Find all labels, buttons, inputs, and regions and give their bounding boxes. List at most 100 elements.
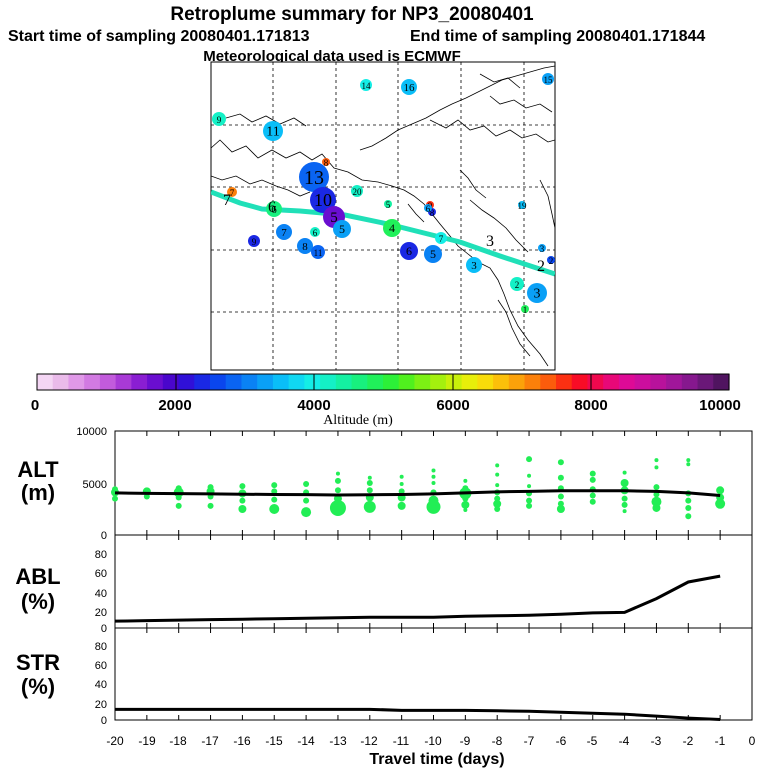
met-data-label: Meteorological data used is ECMWF (203, 48, 461, 65)
colorbar-tick-label: 10000 (699, 397, 741, 414)
alt-particle (463, 478, 468, 483)
alt-particle (715, 498, 726, 509)
alt-particle (622, 470, 627, 475)
map-point: 7 (276, 224, 292, 240)
map-point: 6 (310, 227, 320, 238)
map-point-label: 3 (534, 287, 541, 302)
map-point-marker (424, 245, 442, 263)
colorbar-cell (99, 374, 117, 390)
track-labels: 7 632 (223, 192, 545, 275)
alt-particle (621, 495, 628, 502)
alt-particle (301, 507, 312, 518)
map-point-label: 6 (406, 244, 412, 258)
x-tick-label: -11 (393, 734, 410, 748)
x-tick-label: -10 (424, 734, 442, 748)
alt-particle (399, 482, 404, 487)
alt-particle (654, 458, 659, 463)
map-point: 8 (297, 238, 313, 254)
x-tick-label: -1 (715, 734, 726, 748)
map-point-label: 7 (439, 234, 444, 244)
alt-particle (303, 481, 310, 488)
alt-particle (685, 513, 692, 520)
map-point-marker (263, 121, 283, 141)
colorbar-tick-label: 4000 (297, 397, 330, 414)
map-point-marker (510, 277, 524, 291)
alt-particle (271, 482, 278, 489)
map-point-marker (297, 238, 313, 254)
alt-particle (621, 501, 628, 508)
alt-particle (329, 499, 346, 516)
colorbar-cell (320, 374, 337, 390)
map-point-label: 8 (324, 158, 329, 168)
map-point-label: 5 (386, 200, 391, 210)
alt-particle (431, 468, 436, 473)
alt-particle (366, 487, 373, 494)
x-tick-label: -15 (265, 734, 283, 748)
map-point: 7 (435, 232, 447, 244)
map-point: 3 (527, 283, 547, 303)
alt-particle (686, 458, 691, 463)
abl-ytick-label: 60 (95, 568, 107, 580)
abl-ytick-label: 20 (95, 607, 107, 619)
track-label: 3 (486, 233, 494, 250)
colorbar-cell (508, 374, 526, 390)
colorbar-cell (540, 374, 557, 390)
alt-particle (685, 504, 692, 511)
map-point: 11 (263, 121, 283, 141)
colorbar-tick-label: 0 (31, 397, 39, 414)
alt-particle (526, 502, 533, 509)
alt-particle (238, 505, 247, 513)
alt-panel-label: ALT (17, 457, 59, 482)
x-tick-label: -3 (651, 734, 662, 748)
map-point-label: 6 (313, 228, 318, 238)
str-ytick-label: 20 (95, 699, 107, 711)
alt-particle (112, 495, 118, 502)
map-point-label: 8 (430, 208, 435, 218)
alt-particle (716, 486, 725, 495)
map-point-label: 4 (389, 221, 395, 235)
colorbar-cell (52, 374, 70, 390)
x-tick-label: -6 (556, 734, 567, 748)
map-point: 3 (538, 244, 546, 254)
map-point-label: 1 (523, 305, 528, 315)
x-tick-label: -4 (619, 734, 630, 748)
colorbar-cell (68, 374, 85, 390)
alt-particle (495, 463, 500, 468)
map-point: 3 (466, 257, 482, 273)
str-line (115, 707, 721, 722)
colorbar-cell (178, 374, 195, 390)
alt-particle (239, 497, 246, 504)
x-tick-label: -18 (169, 734, 187, 748)
x-axis: -20 -19 -18 -17 -16 -15 -14 -13 -12 -11 … (106, 734, 755, 768)
map-point-label: 20 (353, 187, 363, 197)
map-point-marker (383, 219, 401, 237)
alt-particle (589, 498, 596, 505)
alt-particle (366, 480, 373, 486)
str-ytick-label: 0 (101, 715, 107, 727)
alt-particle (207, 502, 214, 509)
map-point-label: 5 (339, 222, 345, 236)
colorbar-cell (618, 374, 636, 390)
map-point-marker (310, 227, 320, 237)
alt-particle (620, 479, 629, 487)
map-point: 1 (521, 305, 529, 315)
x-tick-label: -17 (201, 734, 219, 748)
map-point: 8 (322, 158, 330, 168)
plume-track (211, 189, 555, 277)
map-point-label: 6 (426, 204, 431, 214)
colorbar-cell (650, 374, 667, 390)
map-point-marker (266, 201, 282, 217)
alt-particle (686, 462, 691, 467)
map-point-label: 2 (549, 256, 554, 266)
alt-particle (685, 497, 692, 504)
colorbar-cell (272, 374, 290, 390)
colorbar-cell (335, 374, 353, 390)
map-point: 5 (424, 245, 442, 263)
colorbar-cell (666, 374, 683, 390)
map-point: 7 (227, 187, 237, 198)
alt-particle (494, 495, 501, 502)
colorbar-cell (115, 374, 132, 390)
map-point-label: 5 (330, 210, 338, 226)
alt-particle (557, 474, 564, 481)
alt-particle (271, 496, 278, 503)
